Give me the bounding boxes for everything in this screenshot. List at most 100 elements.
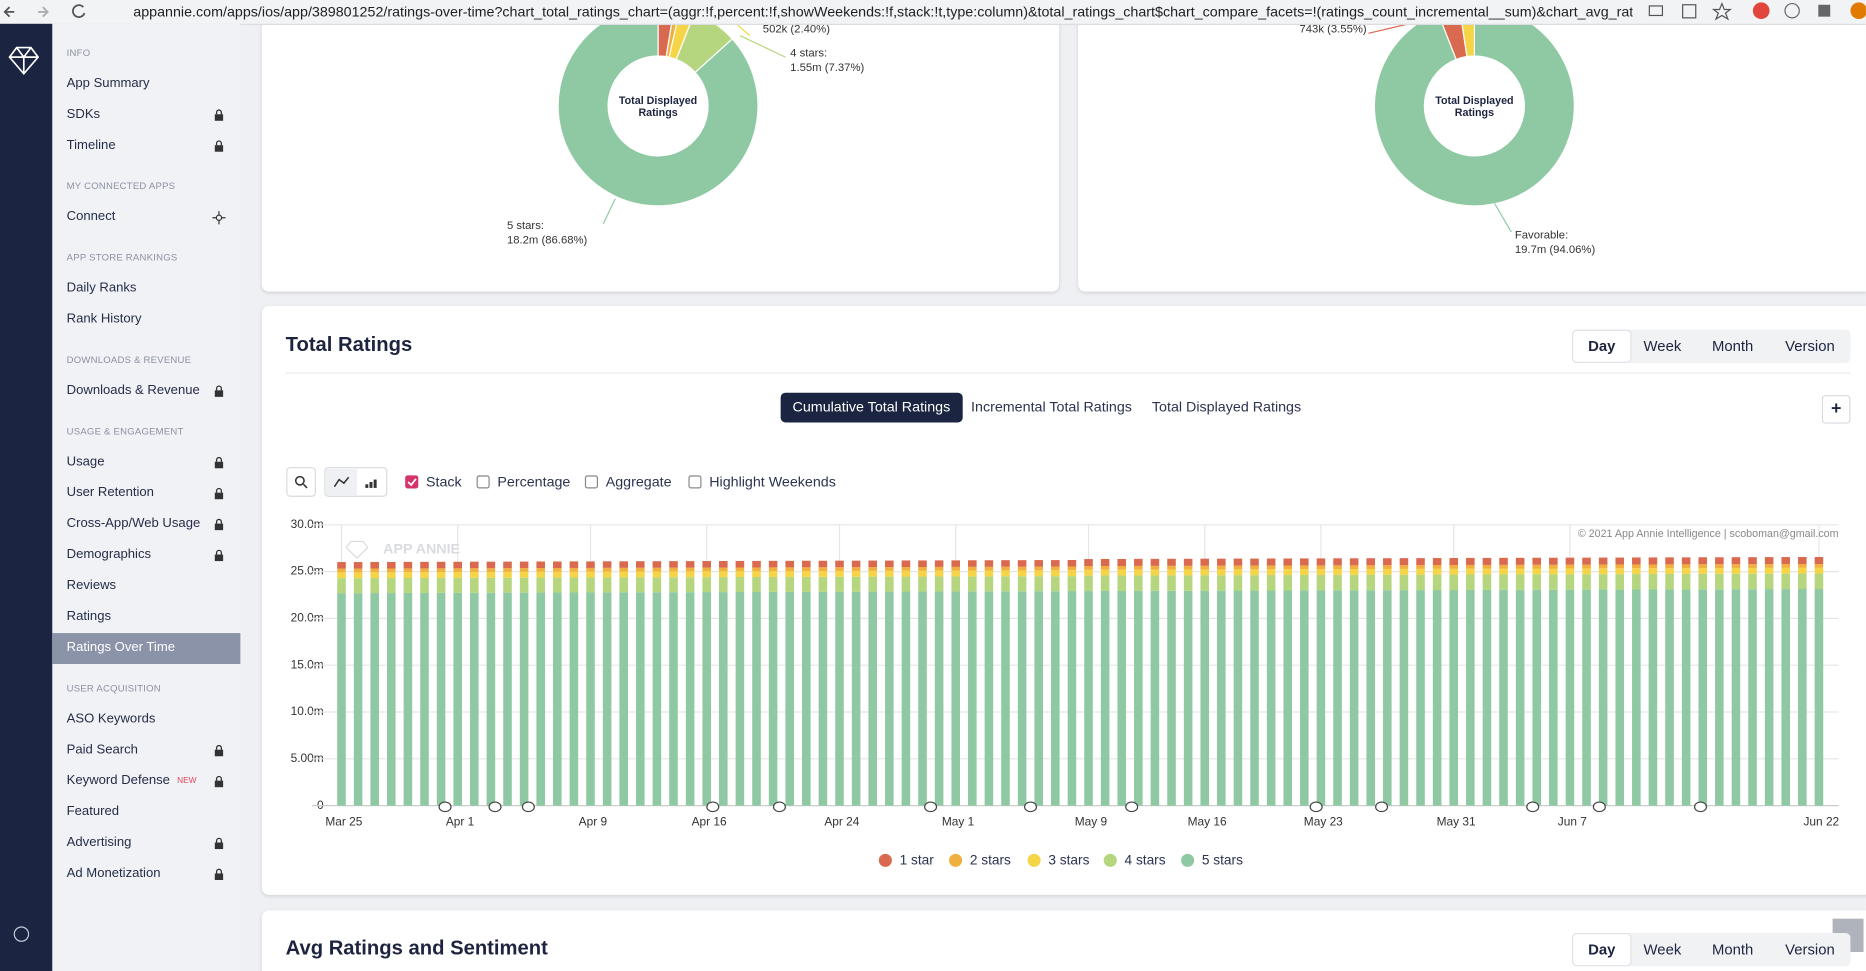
bar-segment — [1200, 575, 1210, 591]
period-tab[interactable]: Month — [1711, 941, 1754, 958]
nav-item[interactable]: Reviews — [52, 571, 240, 602]
bar-segment — [1731, 589, 1741, 806]
bar-segment — [1681, 564, 1691, 569]
toolbar[interactable] — [286, 467, 388, 497]
nav-item[interactable]: App Summary — [52, 69, 240, 100]
bar-segment — [1432, 568, 1442, 575]
checkbox-label: Highlight Weekends — [709, 474, 836, 490]
section-header: INFO — [66, 47, 91, 59]
bar-segment — [868, 567, 878, 571]
bar-segment — [619, 571, 628, 578]
bar-segment — [802, 591, 811, 806]
bar-segment — [470, 571, 479, 578]
bar-segment — [553, 571, 562, 578]
bar-segment — [835, 560, 844, 568]
nav-label: Advertising — [66, 835, 132, 850]
zoom-icon — [302, 483, 308, 489]
bar-segment — [785, 571, 794, 577]
nav-item[interactable]: Rank History — [52, 305, 240, 336]
view-tab[interactable]: Total Displayed Ratings — [1151, 398, 1302, 416]
leader-line — [739, 35, 786, 58]
bar-segment — [1698, 564, 1708, 569]
bar-segment — [719, 561, 728, 568]
nav-item[interactable]: Cross-App/Web Usage — [52, 509, 240, 540]
add-button[interactable]: + — [1821, 395, 1851, 424]
nav-item[interactable]: Featured — [52, 797, 240, 828]
bar-segment — [553, 568, 562, 572]
nav-item[interactable]: Ratings — [52, 602, 240, 633]
period-tab[interactable]: Day — [1571, 932, 1632, 967]
annotation-marker — [1526, 801, 1540, 813]
nav-item[interactable]: User Retention — [52, 478, 240, 509]
nav-item[interactable]: Timeline — [52, 131, 240, 162]
nav-item[interactable]: ASO Keywords — [52, 704, 240, 735]
nav-item[interactable]: Paid Search — [52, 735, 240, 766]
bar-segment — [802, 560, 811, 568]
legend-swatch — [1181, 853, 1195, 867]
bar-segment — [1200, 565, 1210, 570]
bar-segment — [586, 571, 595, 578]
slice-label: 1.55m (7.37%) — [790, 62, 864, 74]
nav-item[interactable]: Usage — [52, 447, 240, 478]
period-tab[interactable]: Month — [1711, 337, 1754, 355]
bar-segment — [470, 561, 479, 569]
nav-item[interactable]: Ratings Over Time — [52, 633, 241, 665]
bar-segment — [1814, 564, 1824, 568]
bar-segment — [918, 560, 927, 568]
slice-label: 19.7m (94.06%) — [1515, 244, 1596, 256]
period-tab[interactable]: Week — [1643, 337, 1682, 355]
view-tab[interactable]: Incremental Total Ratings — [971, 398, 1132, 416]
bar-segment — [420, 561, 429, 569]
bar-segment — [1134, 569, 1143, 576]
bar-segment — [785, 576, 794, 592]
watermark-logo — [345, 540, 369, 559]
bar-segment — [851, 591, 861, 806]
bar-segment — [586, 567, 595, 572]
nav-item[interactable]: Daily Ranks — [52, 274, 240, 305]
nav-item[interactable]: Connect — [52, 202, 240, 233]
nav-item[interactable]: Demographics — [52, 540, 240, 571]
period-tab[interactable]: Version — [1785, 337, 1835, 355]
bar-segment — [636, 567, 645, 572]
lock-icon — [214, 744, 224, 757]
bar-segment — [1515, 564, 1525, 569]
bar-segment — [984, 576, 994, 592]
bar-segment — [818, 571, 828, 577]
nav-badge: NEW — [177, 777, 197, 786]
nav-item[interactable]: SDKs — [52, 100, 240, 131]
bar-segment — [818, 576, 828, 592]
bar-segment — [1781, 589, 1791, 806]
view-tab[interactable]: Cumulative Total Ratings — [780, 392, 963, 423]
nav-item[interactable]: Advertising — [52, 828, 240, 859]
bar-segment — [337, 562, 346, 569]
bar-segment — [1731, 573, 1741, 590]
bar-segment — [1233, 558, 1243, 566]
bar-segment — [1383, 590, 1392, 806]
period-tab[interactable]: Day — [1571, 329, 1632, 363]
donut-slice — [1373, 5, 1575, 207]
nav-item[interactable]: Downloads & Revenue — [52, 376, 240, 407]
bar-segment — [1366, 568, 1376, 575]
annotation-marker — [521, 801, 535, 813]
x-tick-label: Jun 22 — [1803, 814, 1839, 828]
bar-segment — [619, 567, 628, 572]
bar-segment — [1150, 575, 1160, 591]
bar-segment — [735, 560, 745, 568]
bar-segment — [1598, 564, 1608, 569]
nav-buttons[interactable] — [0, 0, 95, 24]
lock-icon — [214, 775, 224, 788]
browser-bar: appannie.com/apps/ios/app/389801252/rati… — [0, 0, 1866, 25]
bar-segment — [1399, 574, 1409, 591]
nav-item[interactable]: Ad Monetization — [52, 859, 240, 890]
bar-segment — [1416, 568, 1425, 575]
lock-icon — [214, 518, 224, 531]
bar-segment — [1582, 589, 1591, 806]
bar-segment — [818, 591, 828, 806]
bar-segment — [1665, 568, 1674, 574]
period-tab[interactable]: Week — [1643, 941, 1682, 958]
legend-swatch — [1027, 853, 1041, 867]
section-header: DOWNLOADS & REVENUE — [66, 354, 192, 366]
url[interactable]: appannie.com/apps/ios/app/389801252/rati… — [133, 3, 1633, 21]
nav-item[interactable]: Keyword Defense NEW — [52, 766, 240, 797]
period-tab[interactable]: Version — [1785, 941, 1835, 958]
